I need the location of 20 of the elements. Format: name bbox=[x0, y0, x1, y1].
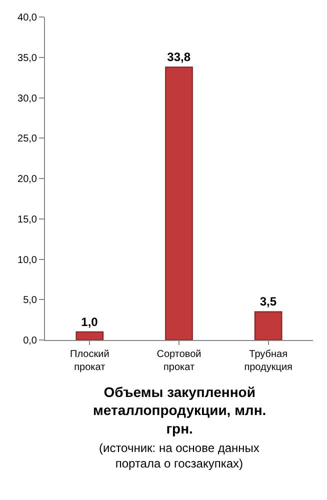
text: (источник: на основе данных портала о госзакупках) bbox=[99, 441, 260, 471]
data-label: 33,8 bbox=[167, 50, 191, 64]
text: Объемы закупленной металлопродукции, млн. грн. bbox=[93, 384, 266, 436]
x-tick-label: Трубная продукция bbox=[244, 349, 292, 373]
x-tick-label: Плоский прокат bbox=[70, 349, 110, 373]
bar bbox=[254, 311, 282, 340]
y-tick-label: 15,0 bbox=[18, 214, 38, 226]
y-tick-label: 40,0 bbox=[18, 12, 38, 24]
data-label: 1,0 bbox=[81, 314, 98, 329]
y-tick-label: 10,0 bbox=[18, 254, 38, 266]
y-tick-label: 30,0 bbox=[18, 93, 38, 104]
data-label: 3,5 bbox=[260, 294, 277, 309]
y-tick-label: 5,0 bbox=[23, 295, 38, 306]
bar bbox=[165, 66, 193, 340]
y-tick-label: 25,0 bbox=[18, 134, 38, 145]
bar bbox=[76, 331, 104, 340]
x-tick-label: Сортовой прокат bbox=[156, 349, 202, 373]
y-tick-label: 0,0 bbox=[23, 336, 38, 346]
y-tick-label: 35,0 bbox=[18, 52, 38, 64]
y-tick-label: 20,0 bbox=[18, 174, 38, 185]
